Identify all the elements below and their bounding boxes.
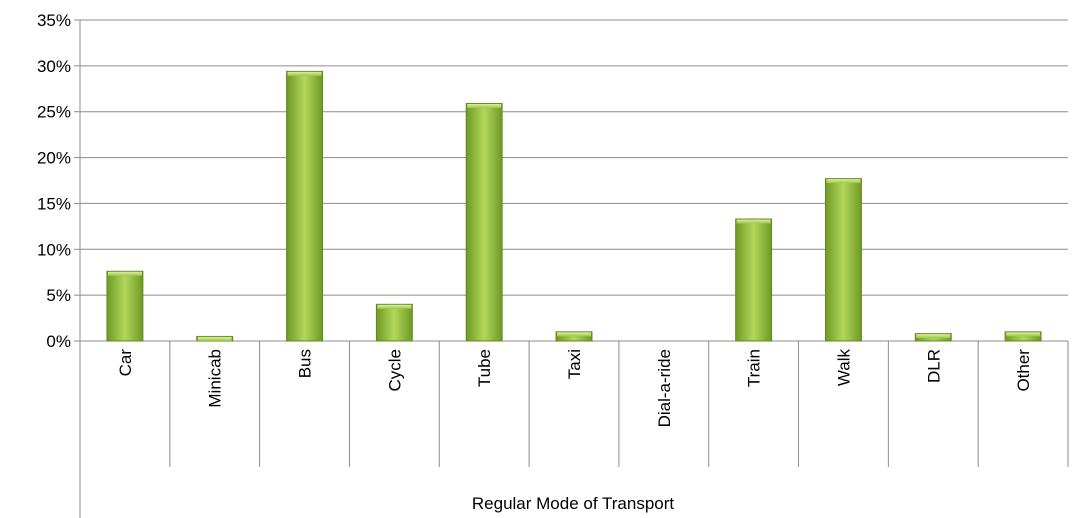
bar-body (375, 303, 413, 342)
bar-body (824, 178, 862, 342)
y-tick-label: 25% (37, 103, 71, 122)
category-label: Taxi (565, 349, 584, 379)
category-label: Tube (475, 349, 494, 387)
y-tick-label: 0% (46, 332, 71, 351)
axes (74, 19, 1069, 518)
category-label: Other (1014, 349, 1033, 392)
bar-highlight (557, 332, 591, 337)
x-axis-title: Regular Mode of Transport (472, 494, 674, 513)
y-tick-label: 20% (37, 149, 71, 168)
gridlines (80, 19, 1068, 342)
category-label: Dial-a-ride (655, 349, 674, 427)
bar (106, 270, 144, 342)
bar (465, 102, 503, 342)
bar-highlight (916, 334, 951, 339)
category-label: DLR (924, 349, 943, 383)
category-label: Minicab (206, 349, 225, 408)
bar-highlight (107, 271, 142, 276)
bar-body (465, 102, 503, 342)
bar-body (106, 270, 144, 342)
category-label: Walk (834, 349, 853, 387)
bar-highlight (197, 336, 232, 341)
bar-highlight (826, 179, 861, 184)
bar (824, 178, 862, 342)
bar-highlight (467, 103, 502, 108)
bar (286, 70, 324, 342)
bar (375, 303, 413, 342)
bar (914, 333, 952, 342)
bar-body (286, 70, 324, 342)
bar-body (1004, 331, 1042, 342)
bars (106, 70, 1042, 342)
bar-body (735, 218, 773, 342)
bar (735, 218, 773, 342)
y-tick-label: 35% (37, 11, 71, 30)
bar (196, 335, 234, 342)
y-tick-label: 10% (37, 240, 71, 259)
category-label: Train (745, 349, 764, 387)
bar-highlight (1006, 332, 1041, 337)
y-tick-label: 5% (46, 286, 71, 305)
category-label: Bus (296, 349, 315, 378)
bar (1004, 331, 1042, 342)
bar-highlight (377, 304, 412, 309)
y-tick-labels: 0% 5% 10% 15% 20% 25% 30% 35% (37, 11, 71, 351)
category-label: Car (116, 349, 135, 377)
bar (555, 331, 593, 342)
bar-highlight (287, 71, 322, 76)
bar-body (555, 331, 593, 342)
bar-highlight (736, 219, 771, 224)
category-label: Cycle (385, 349, 404, 392)
y-tick-label: 30% (37, 57, 71, 76)
category-labels: Car Minicab Bus Cycle Tube Taxi Dial-a-ride Tra… (116, 349, 1033, 428)
y-tick-label: 15% (37, 194, 71, 213)
